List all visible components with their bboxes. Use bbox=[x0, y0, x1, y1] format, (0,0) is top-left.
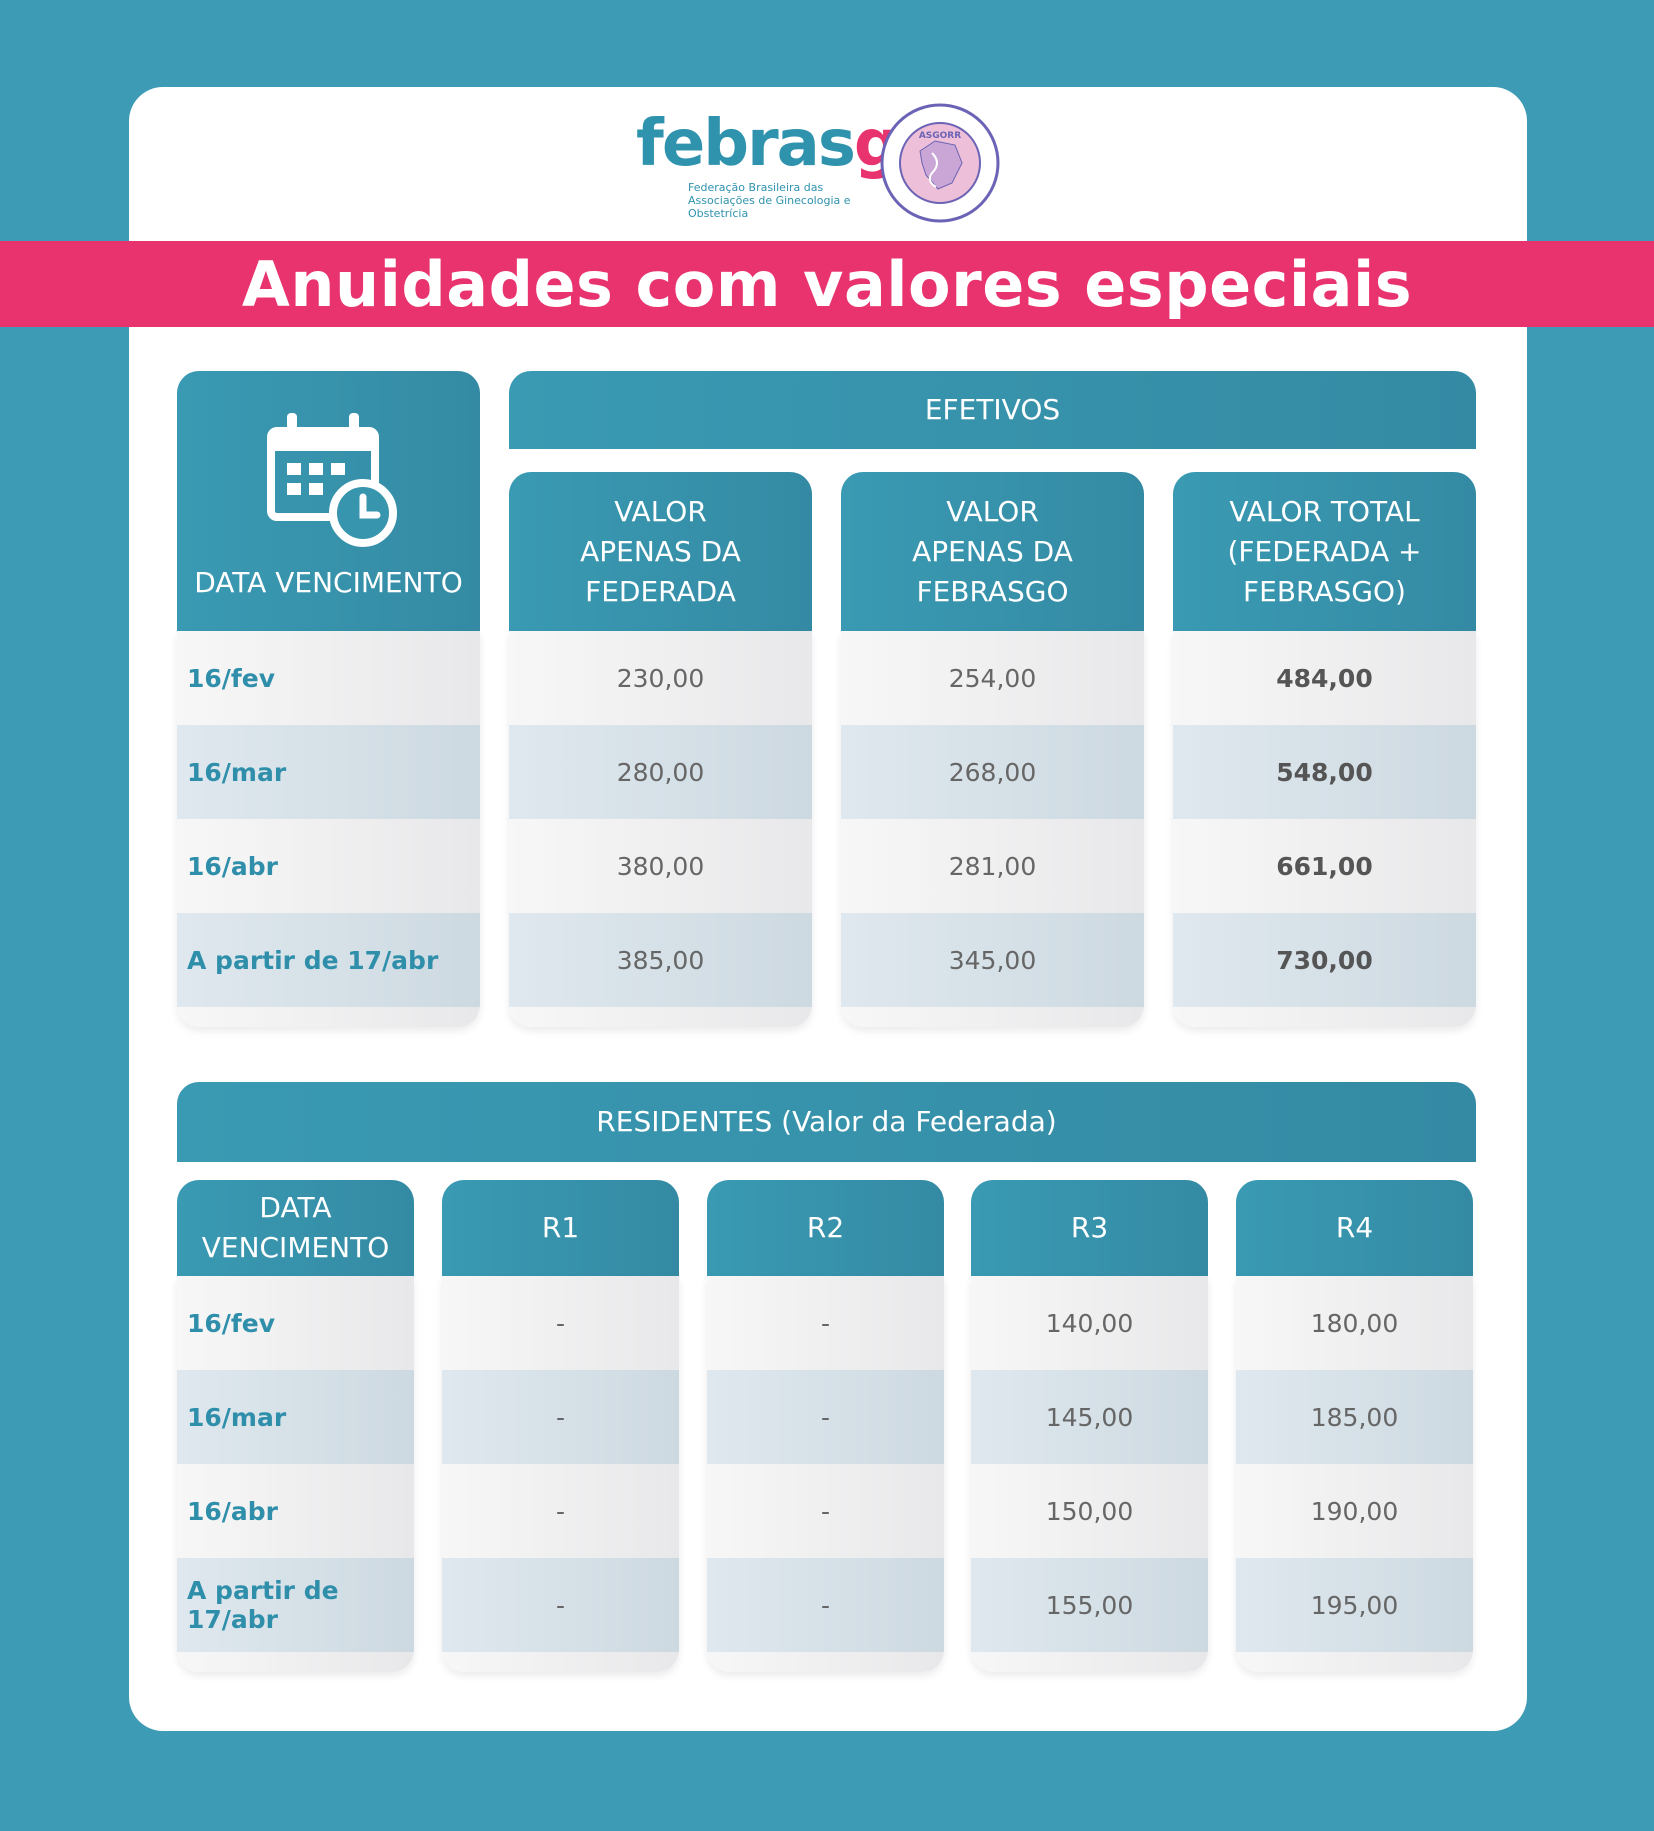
efetivos-section-header: EFETIVOS bbox=[509, 371, 1476, 449]
table-cell: 180,00 bbox=[1236, 1276, 1473, 1370]
col-header-r3: R3 bbox=[971, 1180, 1208, 1276]
col-header-r2: R2 bbox=[707, 1180, 944, 1276]
table-cell: 140,00 bbox=[971, 1276, 1208, 1370]
seal-abbr: ASGORR bbox=[919, 131, 961, 141]
residentes-section-header: RESIDENTES (Valor da Federada) bbox=[177, 1082, 1476, 1162]
calendar-clock-icon bbox=[266, 413, 397, 547]
table-cell: 268,00 bbox=[841, 725, 1144, 819]
col-header-line: FEDERADA bbox=[585, 574, 736, 608]
table-cell: 380,00 bbox=[509, 819, 812, 913]
efetivos-federada-column: 230,00 280,00 380,00 385,00 bbox=[509, 631, 812, 1027]
table-cell: 155,00 bbox=[971, 1558, 1208, 1652]
col-header-line: VALOR bbox=[614, 494, 707, 528]
efetivos-label: EFETIVOS bbox=[924, 393, 1061, 426]
table-cell: - bbox=[707, 1370, 944, 1464]
column-footer bbox=[177, 1652, 414, 1672]
table-cell-date: 16/mar bbox=[177, 1370, 414, 1464]
table-cell-date: 16/fev bbox=[177, 1276, 414, 1370]
col-header-total: VALOR TOTAL (FEDERADA + FEBRASGO) bbox=[1173, 472, 1476, 631]
table-cell-date: 16/mar bbox=[177, 725, 480, 819]
efetivos-date-header: DATA VENCIMENTO bbox=[177, 371, 480, 631]
residentes-r1-column: - - - - bbox=[442, 1276, 679, 1672]
date-header-label: DATA VENCIMENTO bbox=[194, 566, 463, 599]
col-header-line: VALOR TOTAL bbox=[1229, 494, 1420, 528]
table-cell-total: 661,00 bbox=[1173, 819, 1476, 913]
table-cell: 230,00 bbox=[509, 631, 812, 725]
table-cell: 280,00 bbox=[509, 725, 812, 819]
residentes-date-column: 16/fev 16/mar 16/abr A partir de 17/abr bbox=[177, 1276, 414, 1672]
residentes-r2-column: - - - - bbox=[707, 1276, 944, 1672]
title-bar: Anuidades com valores especiais bbox=[0, 241, 1654, 327]
column-footer bbox=[442, 1652, 679, 1672]
residentes-label: RESIDENTES (Valor da Federada) bbox=[596, 1105, 1057, 1138]
table-cell-date: 16/abr bbox=[177, 819, 480, 913]
table-cell: - bbox=[707, 1276, 944, 1370]
residentes-date-header: DATA VENCIMENTO bbox=[177, 1180, 414, 1276]
r1-label: R1 bbox=[541, 1211, 580, 1244]
column-footer bbox=[971, 1652, 1208, 1672]
column-footer bbox=[509, 1007, 812, 1027]
date-header-line: VENCIMENTO bbox=[201, 1231, 390, 1264]
table-cell: 281,00 bbox=[841, 819, 1144, 913]
table-cell: 185,00 bbox=[1236, 1370, 1473, 1464]
column-footer bbox=[707, 1652, 944, 1672]
col-header-r1: R1 bbox=[442, 1180, 679, 1276]
febrasgo-subtitle: Federação Brasileira das Associações de … bbox=[688, 181, 888, 220]
table-cell: - bbox=[442, 1558, 679, 1652]
table-cell-total: 730,00 bbox=[1173, 913, 1476, 1007]
col-header-line: APENAS DA bbox=[580, 534, 741, 568]
col-header-line: FEBRASGO bbox=[916, 574, 1069, 608]
logo-subtitle-line1: Federação Brasileira das bbox=[688, 181, 824, 194]
table-cell-date: A partir de 17/abr bbox=[177, 1558, 414, 1652]
residentes-r3-column: 140,00 145,00 150,00 155,00 bbox=[971, 1276, 1208, 1672]
table-cell: 150,00 bbox=[971, 1464, 1208, 1558]
table-cell: - bbox=[442, 1464, 679, 1558]
col-header-line: VALOR bbox=[946, 494, 1039, 528]
column-footer bbox=[1173, 1007, 1476, 1027]
table-cell: 190,00 bbox=[1236, 1464, 1473, 1558]
efetivos-febrasgo-column: 254,00 268,00 281,00 345,00 bbox=[841, 631, 1144, 1027]
col-header-federada: VALOR APENAS DA FEDERADA bbox=[509, 472, 812, 631]
table-cell: 195,00 bbox=[1236, 1558, 1473, 1652]
date-header-line: DATA bbox=[259, 1191, 332, 1224]
r4-label: R4 bbox=[1335, 1211, 1374, 1244]
column-footer bbox=[841, 1007, 1144, 1027]
page-title: Anuidades com valores especiais bbox=[241, 247, 1413, 321]
table-cell: 145,00 bbox=[971, 1370, 1208, 1464]
table-cell: - bbox=[442, 1370, 679, 1464]
table-cell: - bbox=[707, 1464, 944, 1558]
table-cell-date: 16/fev bbox=[177, 631, 480, 725]
table-cell: - bbox=[707, 1558, 944, 1652]
column-footer bbox=[177, 1007, 480, 1027]
table-cell-date: 16/abr bbox=[177, 1464, 414, 1558]
col-header-line: (FEDERADA + bbox=[1227, 534, 1422, 568]
table-cell: - bbox=[442, 1276, 679, 1370]
asgorr-seal-icon: ASGORR bbox=[880, 103, 1000, 223]
efetivos-date-column: 16/fev 16/mar 16/abr A partir de 17/abr bbox=[177, 631, 480, 1027]
table-cell-date: A partir de 17/abr bbox=[177, 913, 480, 1007]
table-cell: 345,00 bbox=[841, 913, 1144, 1007]
table-cell: 254,00 bbox=[841, 631, 1144, 725]
col-header-r4: R4 bbox=[1236, 1180, 1473, 1276]
table-cell-total: 548,00 bbox=[1173, 725, 1476, 819]
r3-label: R3 bbox=[1070, 1211, 1109, 1244]
col-header-line: FEBRASGO) bbox=[1243, 574, 1406, 608]
logo-wordmark-main: febras bbox=[636, 107, 856, 181]
residentes-r4-column: 180,00 185,00 190,00 195,00 bbox=[1236, 1276, 1473, 1672]
logo-subtitle-line2: Associações de Ginecologia e Obstetrícia bbox=[688, 194, 851, 220]
col-header-line: APENAS DA bbox=[912, 534, 1073, 568]
table-cell: 385,00 bbox=[509, 913, 812, 1007]
column-footer bbox=[1236, 1652, 1473, 1672]
efetivos-total-column: 484,00 548,00 661,00 730,00 bbox=[1173, 631, 1476, 1027]
table-cell-total: 484,00 bbox=[1173, 631, 1476, 725]
logo-area: febrasgo Federação Brasileira das Associ… bbox=[636, 103, 1006, 228]
r2-label: R2 bbox=[806, 1211, 845, 1244]
col-header-febrasgo: VALOR APENAS DA FEBRASGO bbox=[841, 472, 1144, 631]
